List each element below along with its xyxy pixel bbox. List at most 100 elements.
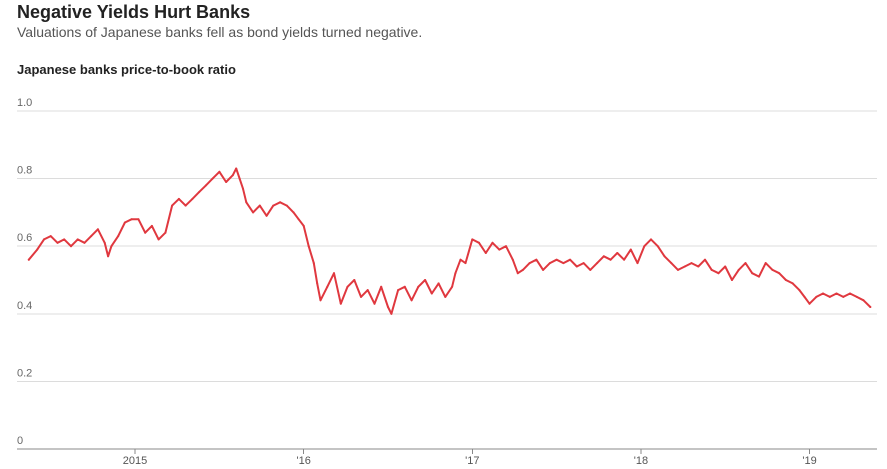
y-axis-label: Japanese banks price-to-book ratio [17, 62, 236, 77]
data-point [417, 285, 420, 288]
data-point [798, 289, 801, 292]
data-point [562, 262, 565, 265]
data-point [63, 238, 66, 241]
data-point [242, 187, 244, 190]
x-tick-labels: 2015 '16 '17 '18 '19 [123, 455, 817, 467]
data-point [218, 170, 221, 173]
data-point [636, 262, 639, 265]
data-point [835, 292, 838, 295]
data-point [285, 204, 288, 207]
data-point [90, 235, 93, 238]
data-point [444, 295, 447, 298]
data-point [758, 275, 760, 278]
data-point [555, 258, 558, 261]
data-point [822, 292, 824, 295]
data-point [683, 265, 686, 268]
data-point [316, 282, 319, 285]
data-point [548, 262, 551, 265]
data-point [117, 235, 120, 238]
series-line [27, 167, 872, 315]
data-point [333, 272, 335, 275]
data-point [710, 268, 713, 271]
data-point [737, 268, 740, 271]
data-point [43, 238, 45, 241]
data-point [225, 181, 228, 183]
data-point [575, 265, 578, 268]
data-point [484, 252, 487, 254]
data-point [390, 312, 393, 315]
y-tick-label: 0.8 [17, 165, 32, 177]
data-point [397, 289, 400, 292]
data-point [211, 177, 214, 180]
data-point [454, 272, 457, 275]
data-point [744, 262, 747, 265]
data-point [27, 258, 30, 261]
data-point [339, 302, 342, 305]
data-point [110, 245, 113, 248]
data-point [245, 201, 248, 204]
data-point [319, 299, 322, 302]
data-point [764, 262, 767, 265]
y-tick-label: 0 [17, 435, 23, 447]
data-point [855, 295, 858, 298]
gridlines [17, 110, 877, 454]
data-point [437, 282, 440, 285]
data-point [717, 272, 720, 275]
data-point [150, 224, 153, 227]
data-point [164, 231, 167, 234]
data-point [791, 282, 794, 285]
data-point [690, 262, 693, 265]
data-point [663, 255, 666, 258]
data-point [596, 262, 599, 265]
data-point [650, 238, 652, 241]
data-point [353, 279, 356, 281]
data-point [297, 218, 300, 221]
data-point [107, 255, 110, 258]
data-point [360, 295, 362, 298]
data-point [842, 295, 845, 298]
data-point [177, 197, 180, 200]
data-point [751, 272, 754, 275]
data-point [265, 214, 268, 217]
data-point [582, 262, 585, 265]
data-point [130, 218, 133, 221]
data-point [380, 285, 383, 288]
data-point [144, 231, 147, 234]
data-point [96, 228, 99, 231]
data-point [238, 177, 241, 180]
data-point [326, 285, 329, 288]
data-point [629, 248, 632, 251]
data-point [76, 238, 79, 241]
data-point [784, 279, 787, 281]
data-point [589, 268, 592, 271]
data-point [235, 167, 238, 170]
chart-title: Negative Yields Hurt Banks [17, 2, 251, 22]
data-point [70, 245, 72, 248]
data-point [49, 235, 52, 238]
data-point [491, 241, 494, 244]
x-tick-label: 2015 [123, 455, 147, 467]
x-tick-label: '16 [296, 455, 310, 467]
y-tick-labels: 0 0.2 0.4 0.6 0.8 1.0 [17, 97, 32, 447]
data-point [123, 221, 126, 224]
data-point [366, 289, 369, 292]
data-point [191, 197, 194, 200]
data-point [157, 238, 160, 241]
data-point [521, 268, 524, 271]
data-point [231, 174, 234, 177]
data-point [292, 211, 295, 214]
data-point [198, 191, 201, 194]
data-point [528, 262, 531, 265]
data-point [258, 204, 261, 207]
data-point [346, 285, 349, 288]
data-point [616, 252, 619, 254]
data-point [670, 262, 673, 265]
data-point [609, 258, 612, 261]
data-point [535, 258, 538, 261]
data-point [828, 295, 831, 298]
y-tick-label: 0.2 [17, 367, 32, 379]
data-point [542, 268, 545, 271]
data-point [724, 265, 727, 268]
data-point [505, 245, 507, 248]
